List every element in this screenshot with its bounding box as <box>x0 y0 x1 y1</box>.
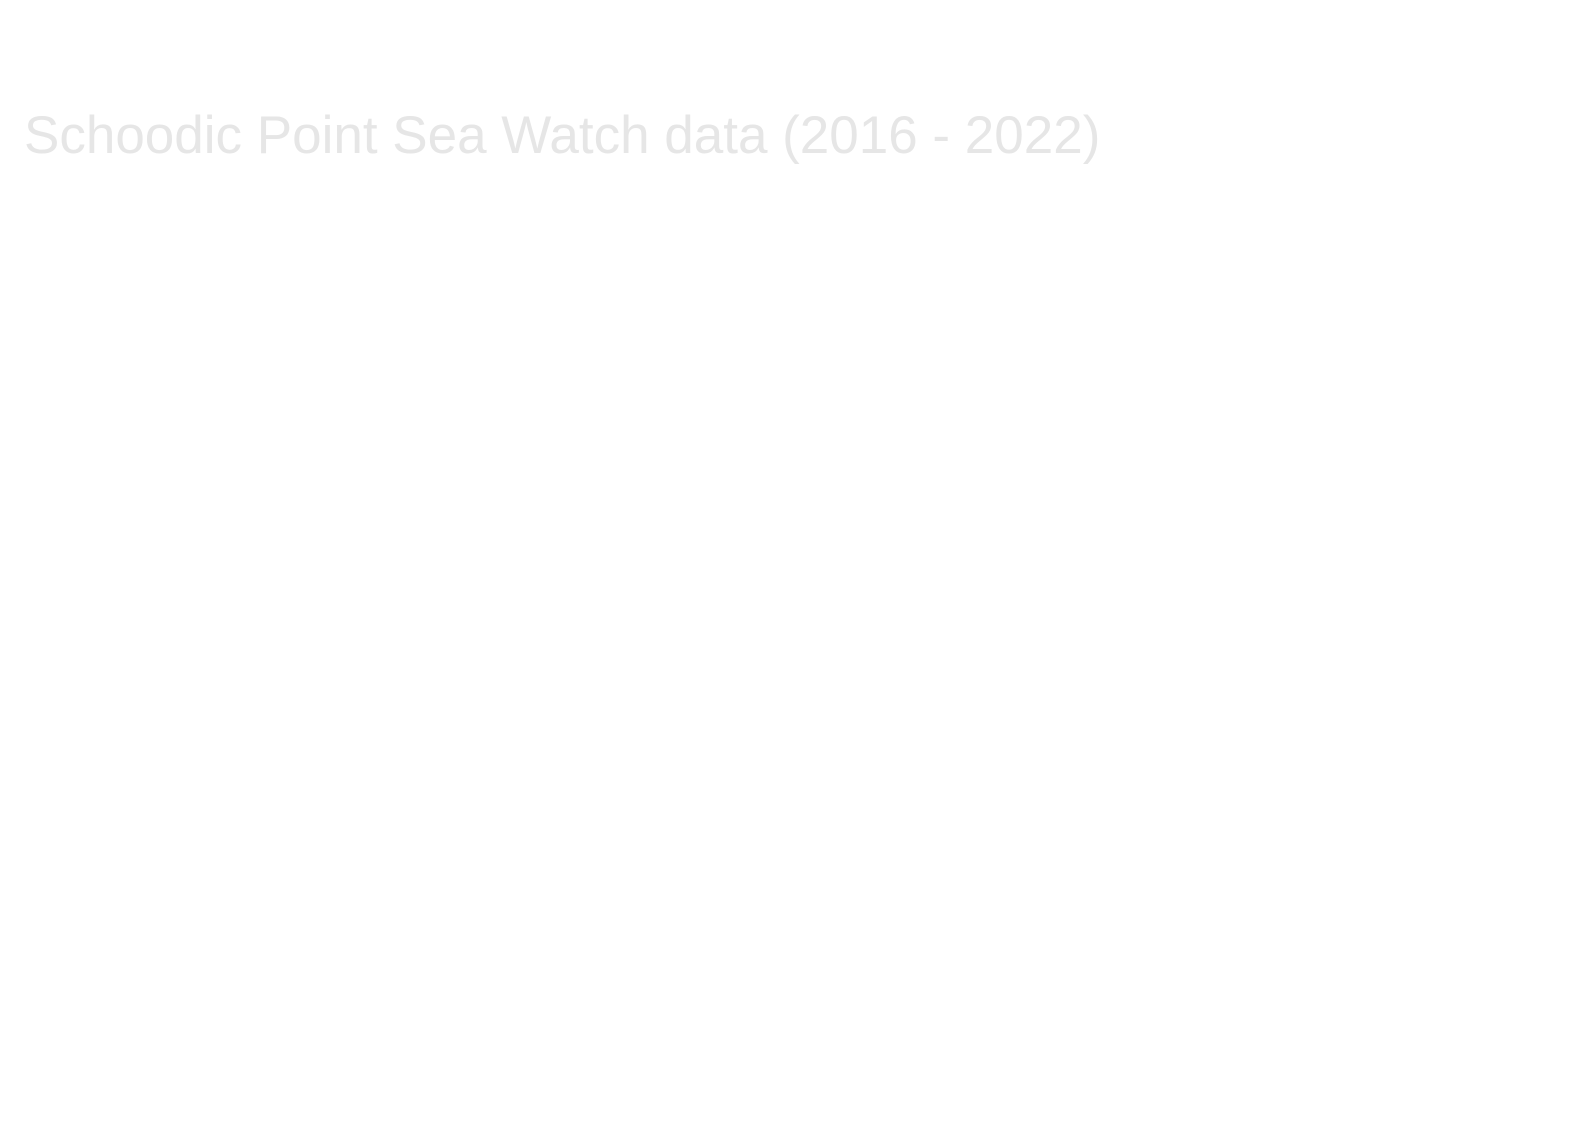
content-area <box>0 190 1584 1125</box>
page-title: Schoodic Point Sea Watch data (2016 - 20… <box>24 106 1101 165</box>
